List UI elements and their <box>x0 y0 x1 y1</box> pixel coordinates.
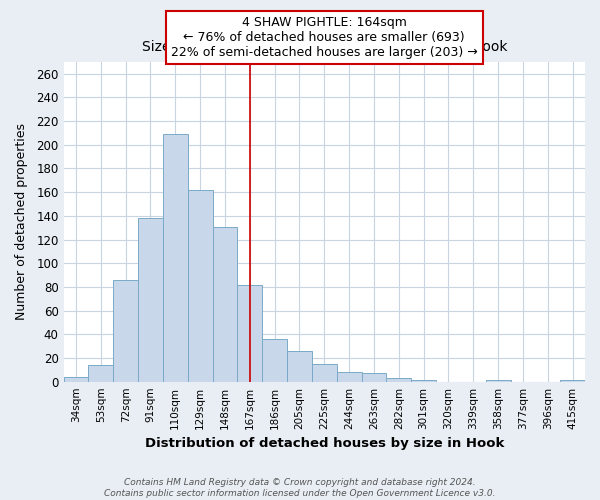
Bar <box>485 380 511 382</box>
Bar <box>386 378 411 382</box>
Bar <box>411 380 436 382</box>
Text: Contains HM Land Registry data © Crown copyright and database right 2024.
Contai: Contains HM Land Registry data © Crown c… <box>104 478 496 498</box>
Y-axis label: Number of detached properties: Number of detached properties <box>15 124 28 320</box>
Bar <box>88 365 113 382</box>
Bar <box>64 377 88 382</box>
Bar <box>560 380 585 382</box>
Bar <box>362 374 386 382</box>
X-axis label: Distribution of detached houses by size in Hook: Distribution of detached houses by size … <box>145 437 504 450</box>
Bar <box>212 226 238 382</box>
Title: 4, SHAW PIGHTLE, HOOK, RG27 9SR
Size of property relative to detached houses in : 4, SHAW PIGHTLE, HOOK, RG27 9SR Size of … <box>142 24 507 54</box>
Bar <box>287 351 312 382</box>
Bar <box>238 284 262 382</box>
Bar <box>138 218 163 382</box>
Bar <box>262 339 287 382</box>
Bar <box>188 190 212 382</box>
Text: 4 SHAW PIGHTLE: 164sqm
← 76% of detached houses are smaller (693)
22% of semi-de: 4 SHAW PIGHTLE: 164sqm ← 76% of detached… <box>171 16 478 58</box>
Bar <box>163 134 188 382</box>
Bar <box>113 280 138 382</box>
Bar <box>312 364 337 382</box>
Bar <box>337 372 362 382</box>
